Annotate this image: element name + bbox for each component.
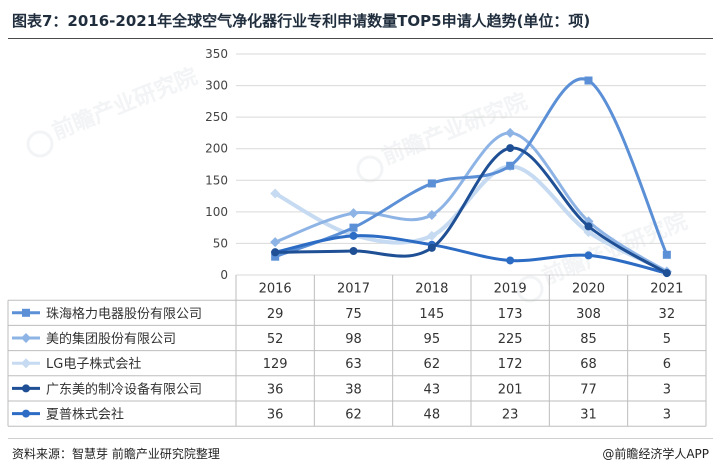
series-3 xyxy=(270,161,672,277)
data-point xyxy=(584,222,593,231)
legend-key-marker xyxy=(22,308,30,317)
legend-label: 美的集团股份有限公司 xyxy=(46,331,176,347)
y-tick-label: 0 xyxy=(220,268,228,282)
series-1 xyxy=(271,76,671,261)
legend-key xyxy=(12,358,40,369)
data-point xyxy=(426,210,437,221)
x-category-label: 2017 xyxy=(337,282,370,297)
x-category-label: 2016 xyxy=(259,282,292,297)
watermark-logo xyxy=(356,155,384,183)
x-category-label: 2019 xyxy=(494,282,527,297)
data-point xyxy=(270,237,281,248)
data-point xyxy=(427,243,436,252)
data-point xyxy=(349,247,358,256)
table-value: 63 xyxy=(345,357,362,372)
legend-key-marker xyxy=(21,358,31,369)
line-chart: 前瞻产业研究院 前瞻产业研究院前瞻产业研究院0501001502002503003… xyxy=(7,47,707,427)
table-value: 32 xyxy=(659,307,676,322)
watermark-text: 前瞻产业研究院 xyxy=(48,63,201,145)
legend-key xyxy=(12,333,40,343)
table-value: 6 xyxy=(663,357,671,372)
y-tick-label: 200 xyxy=(205,142,228,156)
data-point xyxy=(349,231,358,240)
data-point xyxy=(271,252,280,261)
legend-label: 夏普株式会社 xyxy=(46,407,124,423)
y-tick-label: 350 xyxy=(205,47,228,61)
brand-credit: @前瞻经济学人APP xyxy=(602,447,709,461)
table-value: 62 xyxy=(424,357,441,372)
y-tick-label: 250 xyxy=(205,110,228,124)
data-point xyxy=(662,250,671,259)
footer-divider xyxy=(8,438,713,439)
table-value: 62 xyxy=(345,408,362,423)
legend-label: 珠海格力电器股份有限公司 xyxy=(46,306,202,322)
data-point xyxy=(506,144,515,153)
watermark-logo xyxy=(26,130,54,158)
table-value: 31 xyxy=(580,408,597,423)
legend-key-marker xyxy=(21,333,31,343)
table-value: 36 xyxy=(267,408,284,423)
data-table-grid xyxy=(7,275,707,427)
data-point xyxy=(505,127,516,138)
table-value: 129 xyxy=(263,357,288,372)
watermark-logo xyxy=(516,275,544,303)
table-value: 38 xyxy=(345,382,362,397)
table-value: 3 xyxy=(663,382,671,397)
table-value: 36 xyxy=(267,382,284,397)
table-value: 52 xyxy=(267,332,284,347)
chart-title: 图表7：2016-2021年全球空气净化器行业专利申请数量TOP5申请人趋势(单… xyxy=(12,12,591,30)
x-category-label: 2021 xyxy=(650,282,683,297)
table-value: 308 xyxy=(576,307,601,322)
table-value: 145 xyxy=(419,307,444,322)
data-point xyxy=(348,208,359,219)
title-divider xyxy=(8,38,713,39)
legend-key xyxy=(12,409,40,418)
data-point xyxy=(584,251,593,260)
table-value: 77 xyxy=(580,382,597,397)
data-point xyxy=(506,161,515,170)
legend-label: LG电子株式会社 xyxy=(46,356,141,372)
table-value: 225 xyxy=(498,332,523,347)
series-5 xyxy=(271,231,671,278)
x-category-label: 2020 xyxy=(572,282,605,297)
table-value: 68 xyxy=(580,357,597,372)
table-value: 23 xyxy=(502,408,519,423)
data-point xyxy=(270,188,281,199)
y-tick-label: 150 xyxy=(205,173,228,187)
source-note: 资料来源：智慧芽 前瞻产业研究院整理 xyxy=(12,447,220,461)
table-value: 95 xyxy=(424,332,441,347)
table-value: 5 xyxy=(663,332,671,347)
series-line xyxy=(273,234,669,275)
table-value: 3 xyxy=(663,408,671,423)
table-value: 172 xyxy=(498,357,523,372)
y-tick-label: 300 xyxy=(205,79,228,93)
data-point xyxy=(584,76,593,85)
data-point xyxy=(349,223,358,232)
legend-key xyxy=(12,308,40,317)
table-value: 75 xyxy=(345,307,362,322)
data-point xyxy=(427,179,436,188)
table-value: 43 xyxy=(424,382,441,397)
legend-label: 广东美的制冷设备有限公司 xyxy=(46,381,202,397)
watermark-text: 前瞻产业研究院 xyxy=(378,88,531,170)
data-point xyxy=(662,269,671,278)
series-line xyxy=(273,164,669,274)
table-value: 29 xyxy=(267,307,284,322)
data-point xyxy=(271,248,280,257)
legend-key-marker xyxy=(22,384,30,393)
series-4 xyxy=(271,144,671,278)
data-point xyxy=(426,230,437,241)
y-tick-label: 50 xyxy=(213,236,228,250)
legend-key-marker xyxy=(22,409,30,418)
legend-key xyxy=(12,384,40,393)
table-value: 85 xyxy=(580,332,597,347)
y-tick-label: 100 xyxy=(205,205,228,219)
table-value: 201 xyxy=(498,382,523,397)
table-value: 173 xyxy=(498,307,523,322)
table-value: 98 xyxy=(345,332,362,347)
data-point xyxy=(506,256,515,265)
x-category-label: 2018 xyxy=(415,282,448,297)
table-value: 48 xyxy=(424,408,441,423)
